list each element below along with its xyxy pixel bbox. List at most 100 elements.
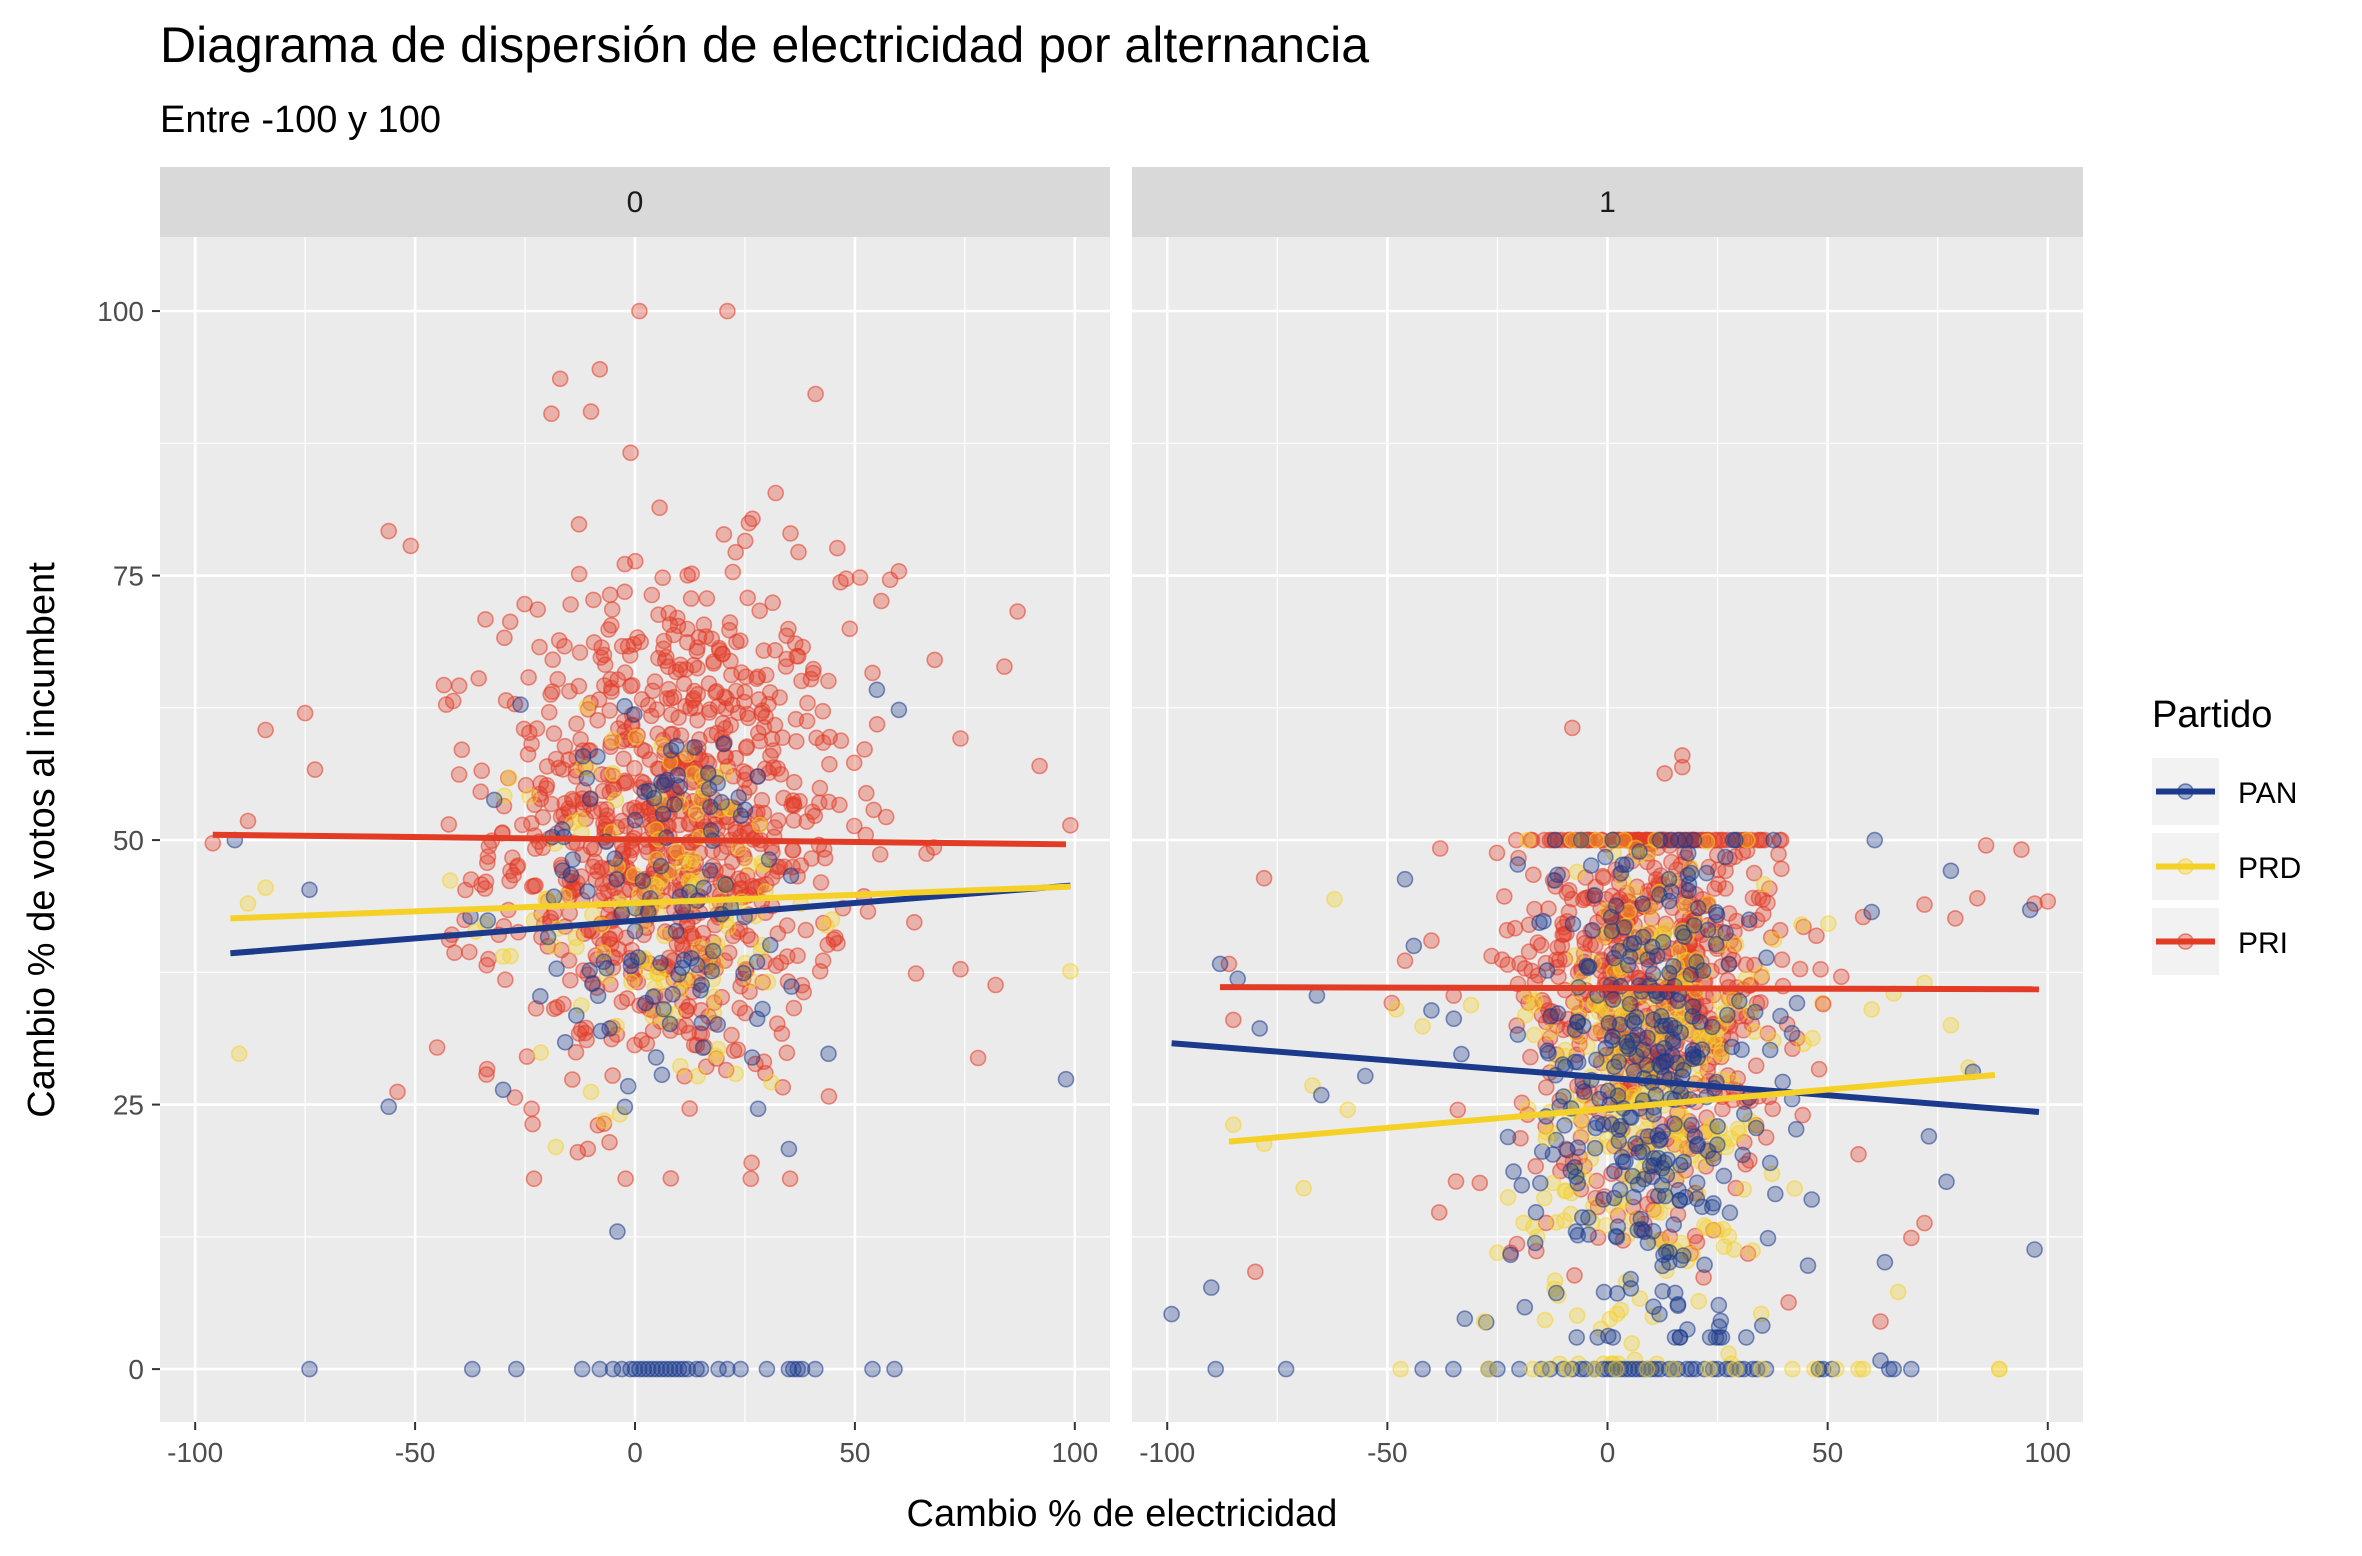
legend-item-pan: PAN <box>2152 758 2297 825</box>
point-prd <box>1499 1189 1517 1206</box>
point-pan <box>1615 1153 1632 1171</box>
point-pri <box>695 616 713 634</box>
point-pri <box>435 676 453 694</box>
point-pri <box>749 724 767 742</box>
point-pri <box>761 684 779 701</box>
point-pan <box>1611 1016 1629 1033</box>
point-pri <box>872 592 890 610</box>
point-pan <box>554 862 571 879</box>
point-pan <box>1643 1360 1660 1378</box>
point-pan <box>1575 1017 1592 1035</box>
point-pan <box>1229 970 1246 988</box>
point-pri <box>601 1134 618 1151</box>
point-pri <box>600 621 617 638</box>
point-pan <box>1555 1360 1572 1378</box>
point-prd <box>607 791 625 809</box>
point-pri <box>676 1067 693 1085</box>
point-prd <box>741 856 759 874</box>
point-pan <box>1668 1054 1686 1072</box>
scatter-points <box>204 302 1079 1378</box>
trend-line-pan <box>1171 1040 2040 1115</box>
point-pri <box>574 742 592 759</box>
point-pri <box>477 611 494 628</box>
point-pan <box>1699 921 1717 939</box>
point-pan <box>1538 962 1556 979</box>
point-pri <box>698 752 716 770</box>
point-pan <box>1938 1173 1955 1191</box>
point-pri <box>646 673 664 690</box>
point-pri <box>537 779 555 797</box>
point-prd <box>1524 1360 1541 1378</box>
point-pan <box>1625 1360 1643 1378</box>
point-prd <box>1795 1035 1812 1053</box>
point-pri <box>1916 896 1933 913</box>
point-pri <box>1947 910 1964 927</box>
point-pri <box>506 695 524 713</box>
point-pan <box>653 1066 671 1084</box>
point-pan <box>666 796 683 813</box>
point-pan <box>1639 1234 1657 1252</box>
point-pan <box>1607 1227 1625 1245</box>
point-pan <box>1567 1223 1585 1240</box>
point-pan <box>562 866 580 884</box>
point-pri <box>1771 921 1789 939</box>
point-pri <box>545 725 563 742</box>
point-prd <box>689 1067 706 1085</box>
point-pan <box>719 1360 736 1378</box>
point-pan <box>692 981 709 999</box>
point-pri <box>204 834 222 852</box>
point-pan <box>1694 962 1712 980</box>
point-pan <box>1814 1360 1832 1378</box>
point-pan <box>1509 856 1527 873</box>
point-pri <box>1656 765 1673 782</box>
point-pan <box>301 881 318 899</box>
point-pan <box>1757 1360 1775 1378</box>
point-pan <box>732 1360 749 1378</box>
trend-line-prd <box>1228 1071 1996 1145</box>
point-pri <box>907 965 925 982</box>
point-pan <box>507 1360 525 1378</box>
point-pri <box>1522 1048 1539 1066</box>
point-pan <box>1759 1229 1777 1247</box>
point-pri <box>473 762 491 780</box>
facet-strip <box>160 167 1110 237</box>
point-prd <box>494 948 512 965</box>
x-axis-title: Cambio % de electricidad <box>907 1493 1338 1535</box>
point-pan <box>1920 1128 1938 1145</box>
point-pan <box>743 1049 761 1066</box>
point-pan <box>485 791 503 809</box>
point-pan <box>1652 1360 1669 1378</box>
point-pan <box>609 1223 626 1240</box>
point-pri <box>681 1100 699 1117</box>
point-pan <box>1688 1137 1706 1155</box>
point-pri <box>1728 912 1745 930</box>
point-pan <box>1678 1360 1696 1378</box>
x-tick-label: 50 <box>839 1437 870 1468</box>
point-prd <box>1601 1310 1619 1328</box>
point-prd <box>1475 1313 1493 1330</box>
point-pri <box>562 596 579 613</box>
point-prd <box>1542 1023 1559 1041</box>
point-pan <box>1708 906 1726 924</box>
point-pan <box>1810 1360 1828 1378</box>
point-prd <box>719 918 737 936</box>
point-pri <box>1751 831 1769 849</box>
point-pan <box>626 1360 644 1378</box>
point-pan <box>793 1360 811 1378</box>
point-pan <box>1747 1119 1765 1137</box>
point-pan <box>1513 1176 1531 1194</box>
point-pri <box>651 499 668 517</box>
point-pan <box>1502 1246 1519 1264</box>
point-pan <box>806 1360 824 1378</box>
point-pri <box>798 712 816 730</box>
point-pan <box>1615 919 1633 936</box>
point-pan <box>1653 1176 1671 1194</box>
point-pri <box>2039 893 2057 910</box>
point-pan <box>1572 1360 1590 1378</box>
point-pri <box>470 670 488 687</box>
point-prd <box>1806 1360 1823 1378</box>
point-pri <box>556 637 573 655</box>
point-prd <box>1536 1311 1554 1329</box>
point-pan <box>619 1077 637 1095</box>
